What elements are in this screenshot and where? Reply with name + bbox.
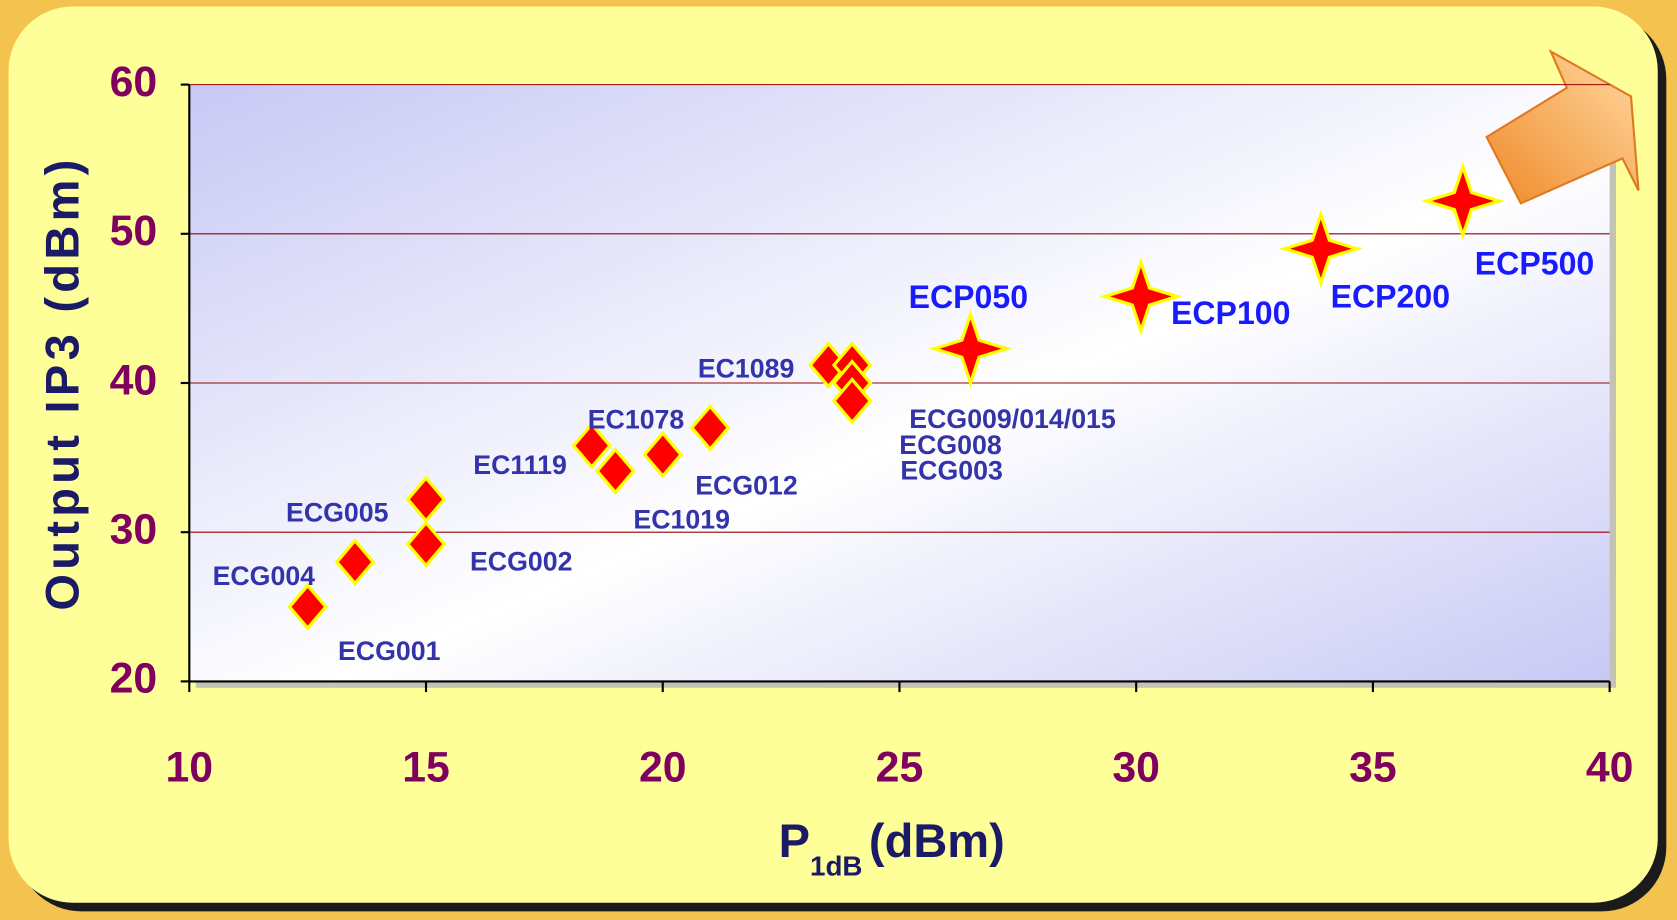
x-tick-label: 35 <box>1349 743 1397 791</box>
point-label: ECG002 <box>470 546 572 576</box>
point-label: EC1078 <box>588 405 685 435</box>
chart: ECG004 ECG001 ECG002 ECG005 EC1119 EC1019 EC10… <box>0 0 1677 920</box>
point-label: ECP050 <box>909 279 1028 315</box>
y-tick-label: 30 <box>110 505 158 553</box>
x-tick-label: 20 <box>639 743 687 791</box>
y-axis-title: Output IP3 (dBm) <box>36 155 89 610</box>
point-label: ECG004 <box>213 561 316 591</box>
x-tick-label: 25 <box>876 743 924 791</box>
point-label: ECP100 <box>1171 295 1290 331</box>
x-tick-label: 30 <box>1112 743 1160 791</box>
x-axis-title-main: P <box>779 814 810 867</box>
y-tick-label: 20 <box>110 655 158 703</box>
point-label: EC1089 <box>698 354 795 384</box>
point-label: ECG012 <box>695 471 797 501</box>
point-label: ECP200 <box>1331 278 1450 314</box>
point-label: ECG005 <box>286 497 389 527</box>
point-label: EC1119 <box>473 450 567 480</box>
x-axis-title-sub: 1dB <box>810 851 863 882</box>
x-tick-label: 40 <box>1586 743 1634 791</box>
y-tick-label: 40 <box>110 356 158 404</box>
x-axis-title-unit: (dBm) <box>869 814 1005 867</box>
point-label: EC1019 <box>633 504 730 534</box>
y-tick-label: 50 <box>110 207 158 255</box>
page: {"chart_data":{"type":"scatter", "x_labe… <box>0 0 1677 920</box>
point-label: ECP500 <box>1475 246 1594 282</box>
y-tick-label: 60 <box>110 58 158 106</box>
x-tick-label: 15 <box>402 743 450 791</box>
x-tick-label: 10 <box>166 743 214 791</box>
point-label: ECG003 <box>900 456 1002 486</box>
point-label: ECG001 <box>338 636 441 666</box>
